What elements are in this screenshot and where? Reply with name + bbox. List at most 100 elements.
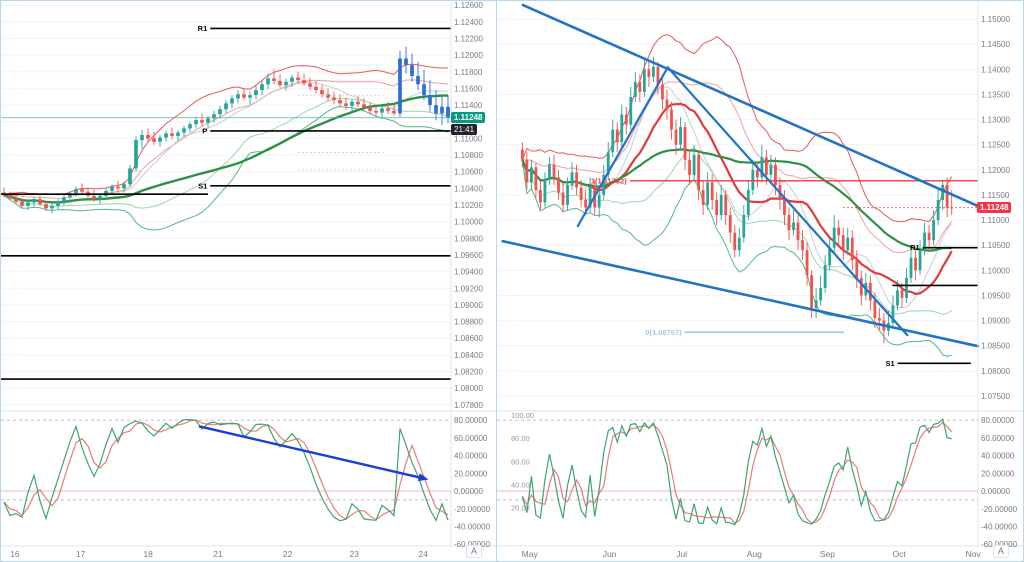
price-tick-label: 1.09000 bbox=[981, 317, 1010, 326]
candle-body bbox=[176, 132, 180, 136]
price-chart-svg-left[interactable]: 1.07800 1.08000 1.08200 1.08400 1.08600 1.088… bbox=[1, 1, 496, 561]
stoch-k-line bbox=[521, 418, 952, 526]
candle-body bbox=[56, 201, 60, 206]
time-axis[interactable]: 16 17 18 21 22 23 24 bbox=[10, 549, 428, 559]
price-tick-label: 1.09500 bbox=[981, 291, 1010, 300]
osc-tick-label: -20.00000 bbox=[454, 505, 491, 514]
candle-body bbox=[597, 194, 601, 208]
time-tick-label: 21 bbox=[213, 549, 223, 559]
candle-body bbox=[697, 154, 701, 190]
price-tick-label: 1.11000 bbox=[454, 134, 483, 143]
price-axis[interactable]: 1.07800 1.08000 1.08200 1.08400 1.08600 1.088… bbox=[454, 1, 483, 410]
price-tick-label: 1.09400 bbox=[454, 268, 483, 277]
time-tick-label: 24 bbox=[418, 549, 428, 559]
candle-body bbox=[737, 237, 741, 251]
oscillator-pane[interactable]: 80.00000 60.00000 40.00000 20.00000 0.00000 -… bbox=[1, 416, 491, 549]
candle-body bbox=[116, 186, 120, 189]
candle-countdown: 21:41 bbox=[451, 124, 478, 136]
level-label: R1 bbox=[910, 243, 920, 252]
candle-body bbox=[918, 250, 922, 271]
candle-body bbox=[647, 69, 651, 77]
chart-panel-right[interactable]: 1.07500 1.08000 1.08500 1.09000 1.09500 1.100… bbox=[497, 0, 1024, 562]
candle-body bbox=[575, 172, 578, 188]
candle-body bbox=[746, 189, 750, 216]
candle-body bbox=[140, 135, 144, 141]
osc-tick-label: 20.00000 bbox=[454, 469, 488, 478]
candle-body bbox=[900, 290, 904, 298]
osc-tick-label: -40.00000 bbox=[981, 522, 1018, 531]
bb-upper-outer bbox=[521, 34, 953, 223]
candle-body bbox=[841, 235, 845, 251]
candle-body bbox=[846, 237, 850, 251]
price-chart-svg-right[interactable]: 1.07500 1.08000 1.08500 1.09000 1.09500 1.100… bbox=[497, 1, 1023, 561]
candle-body bbox=[733, 232, 737, 251]
candles bbox=[2, 46, 450, 214]
candle-body bbox=[122, 184, 126, 189]
candle-body bbox=[332, 97, 336, 101]
price-tick-label: 1.08600 bbox=[454, 334, 483, 343]
trendline[interactable] bbox=[576, 66, 669, 228]
price-tick-label: 1.10600 bbox=[454, 168, 483, 177]
candle-body bbox=[923, 232, 926, 251]
price-tick-label: 1.09800 bbox=[454, 234, 483, 243]
price-tick-label: 1.13000 bbox=[981, 116, 1010, 125]
candle-body bbox=[92, 195, 96, 200]
price-tick-label: 1.08000 bbox=[981, 367, 1010, 376]
price-tick-label: 1.08800 bbox=[454, 318, 483, 327]
time-tick-label: Nov bbox=[966, 549, 982, 559]
candle-body bbox=[350, 101, 354, 106]
trend-arrow[interactable] bbox=[198, 425, 423, 480]
moving-averages bbox=[3, 81, 449, 204]
stoch-d-line bbox=[3, 419, 449, 521]
level-label: R1 bbox=[198, 24, 208, 33]
candle-body bbox=[850, 237, 854, 261]
candle-body bbox=[200, 120, 204, 123]
time-tick-label: Jul bbox=[676, 549, 687, 559]
chart-panel-left[interactable]: 1.07800 1.08000 1.08200 1.08400 1.08600 1.088… bbox=[0, 0, 497, 562]
price-axis[interactable]: 1.07500 1.08000 1.08500 1.09000 1.09500 1.100… bbox=[981, 15, 1010, 401]
drawings[interactable]: R1 S1 1(1.11782) 0(1.08767) bbox=[501, 3, 980, 368]
drawings[interactable]: R1 P S1 bbox=[1, 24, 451, 380]
candle-body bbox=[14, 198, 18, 202]
candle-body bbox=[314, 86, 318, 91]
candle-body bbox=[877, 318, 881, 321]
candle-body bbox=[128, 168, 132, 185]
candle-body bbox=[810, 275, 813, 309]
candle-body bbox=[68, 193, 72, 198]
candle-body bbox=[769, 164, 773, 175]
price-tick-label: 1.08400 bbox=[454, 351, 483, 360]
candle-body bbox=[932, 220, 936, 241]
candle-body bbox=[570, 172, 574, 185]
price-tick-label: 1.12600 bbox=[454, 1, 483, 10]
price-tick-label: 1.11000 bbox=[981, 216, 1010, 225]
candle-body bbox=[534, 167, 538, 190]
candle-body bbox=[182, 128, 186, 133]
candle-body bbox=[410, 65, 414, 76]
price-tick-label: 1.08200 bbox=[454, 368, 483, 377]
candle-body bbox=[742, 215, 746, 238]
autoscale-button-left[interactable]: A bbox=[466, 545, 482, 558]
time-axis[interactable]: May Jun Jul Aug Sep Oct Nov bbox=[522, 549, 982, 559]
time-tick-label: 23 bbox=[350, 549, 360, 559]
candle-body bbox=[792, 222, 795, 231]
candle-body bbox=[764, 157, 768, 175]
autoscale-button-right[interactable]: A bbox=[993, 545, 1009, 558]
candle-body bbox=[520, 149, 524, 160]
trendline[interactable] bbox=[501, 239, 980, 348]
candle-body bbox=[715, 199, 719, 216]
trendline[interactable] bbox=[521, 3, 980, 208]
price-tick-label: 1.10000 bbox=[981, 266, 1010, 275]
candle-body bbox=[859, 277, 863, 296]
candle-body bbox=[801, 240, 804, 251]
trendline[interactable] bbox=[666, 66, 909, 337]
oscillator-pane[interactable]: 80.00000 60.00000 40.00000 20.00000 0.00000 -… bbox=[497, 411, 1018, 549]
candle-body bbox=[828, 247, 832, 266]
candle-body bbox=[620, 114, 624, 143]
candle-body bbox=[896, 290, 899, 306]
candle-body bbox=[751, 169, 755, 190]
candle-body bbox=[529, 167, 533, 183]
candle-body bbox=[787, 215, 791, 231]
candle-body bbox=[909, 257, 913, 278]
price-tick-label: 1.14500 bbox=[981, 40, 1010, 49]
osc-tick-label: -60.00000 bbox=[981, 540, 1018, 549]
